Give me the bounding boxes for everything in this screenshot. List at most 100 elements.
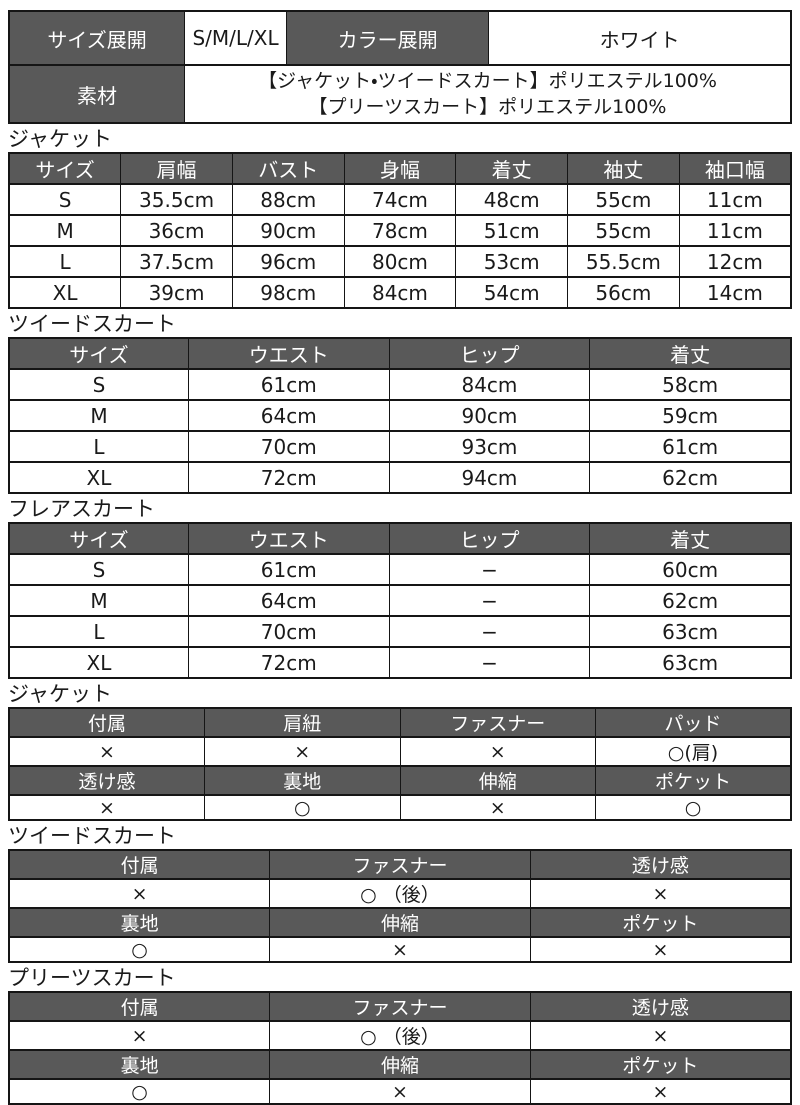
- table-header-row: 裏地 伸縮 ポケット: [8, 1049, 792, 1080]
- column-header: サイズ: [8, 522, 189, 555]
- size-cell: 72cm: [187, 646, 390, 679]
- size-cell: 72cm: [187, 461, 390, 494]
- size-cell: 11cm: [678, 214, 792, 247]
- spec-header: 付属: [8, 849, 271, 880]
- size-table-jacket: サイズ 肩幅 バスト 身幅 着丈 袖丈 袖口幅 S 35.5cm 88cm 74…: [8, 152, 792, 309]
- size-cell: 61cm: [187, 368, 390, 401]
- column-header: ヒップ: [388, 522, 591, 555]
- spec-value: ×: [269, 936, 531, 963]
- size-cell: 55cm: [567, 214, 680, 247]
- spec-header: 肩紐: [204, 707, 401, 738]
- size-cell: 36cm: [120, 214, 233, 247]
- material-label: 素材: [8, 64, 186, 124]
- table-header-row: 透け感 裏地 伸縮 ポケット: [8, 765, 792, 796]
- size-cell: M: [8, 399, 189, 432]
- size-cell: 88cm: [231, 183, 345, 216]
- table-row: L 70cm − 63cm: [8, 615, 792, 648]
- spec-header: 裏地: [8, 907, 271, 938]
- size-cell: 51cm: [455, 214, 569, 247]
- spec-value: ○: [204, 794, 401, 821]
- spec-table-jacket: 付属 肩紐 ファスナー パッド × × × ○(肩) 透け感 裏地 伸縮 ポケッ…: [8, 707, 792, 821]
- size-cell: S: [8, 368, 189, 401]
- size-cell: 93cm: [388, 430, 591, 463]
- table-row: × ○ （後） ×: [8, 1020, 792, 1051]
- size-cell: 64cm: [187, 584, 390, 617]
- size-cell: −: [388, 553, 591, 586]
- size-range-label: サイズ展開: [8, 10, 186, 66]
- size-cell: 59cm: [589, 399, 792, 432]
- column-header: サイズ: [8, 152, 122, 185]
- size-cell: 61cm: [589, 430, 792, 463]
- size-cell: −: [388, 584, 591, 617]
- spec-header: 透け感: [529, 991, 792, 1022]
- spec-header: 透け感: [529, 849, 792, 880]
- spec-header: ポケット: [595, 765, 792, 796]
- column-header: ヒップ: [388, 337, 591, 370]
- table-row: XL 39cm 98cm 84cm 54cm 56cm 14cm: [8, 276, 792, 309]
- size-cell: 90cm: [388, 399, 591, 432]
- spec-value: ×: [399, 736, 596, 767]
- spec-header: 伸縮: [269, 1049, 531, 1080]
- table-row: × ○ × ○: [8, 794, 792, 821]
- spec-value: ×: [529, 1078, 792, 1105]
- table-header-row: サイズ ウエスト ヒップ 着丈: [8, 522, 792, 555]
- table-header-row: 裏地 伸縮 ポケット: [8, 907, 792, 938]
- column-header: バスト: [231, 152, 345, 185]
- table-row: 素材 【ジャケット・ツイードスカート】ポリエステル100% 【プリーツスカート】…: [8, 64, 792, 124]
- size-cell: −: [388, 615, 591, 648]
- table-row: M 64cm − 62cm: [8, 584, 792, 617]
- column-header: 着丈: [589, 522, 792, 555]
- spec-value: ×: [399, 794, 596, 821]
- size-cell: 39cm: [120, 276, 233, 309]
- table-row: L 70cm 93cm 61cm: [8, 430, 792, 463]
- size-cell: 55cm: [567, 183, 680, 216]
- size-cell: 58cm: [589, 368, 792, 401]
- table-row: S 61cm 84cm 58cm: [8, 368, 792, 401]
- size-cell: 63cm: [589, 646, 792, 679]
- size-cell: 94cm: [388, 461, 591, 494]
- size-cell: 61cm: [187, 553, 390, 586]
- size-table-flare-skirt: サイズ ウエスト ヒップ 着丈 S 61cm − 60cm M 64cm − 6…: [8, 522, 792, 679]
- size-cell: XL: [8, 646, 189, 679]
- size-cell: 56cm: [567, 276, 680, 309]
- size-cell: XL: [8, 276, 122, 309]
- spec-header: ファスナー: [269, 849, 531, 880]
- section-title-pleats-skirt-specs: プリーツスカート: [8, 966, 176, 990]
- size-cell: −: [388, 646, 591, 679]
- size-cell: 84cm: [343, 276, 457, 309]
- size-cell: 70cm: [187, 430, 390, 463]
- spec-header: 付属: [8, 991, 271, 1022]
- section-title-flare-skirt-sizes: フレアスカート: [8, 497, 155, 521]
- section-title-tweed-skirt-specs: ツイードスカート: [8, 824, 176, 848]
- size-cell: 60cm: [589, 553, 792, 586]
- column-header: サイズ: [8, 337, 189, 370]
- table-row: XL 72cm 94cm 62cm: [8, 461, 792, 494]
- spec-value: ○: [595, 794, 792, 821]
- spec-value: ×: [8, 878, 271, 909]
- spec-table-tweed-skirt: 付属 ファスナー 透け感 × ○ （後） × 裏地 伸縮 ポケット ○ × ×: [8, 849, 792, 963]
- size-cell: 53cm: [455, 245, 569, 278]
- table-header-row: 付属 肩紐 ファスナー パッド: [8, 707, 792, 738]
- column-header: 身幅: [343, 152, 457, 185]
- spec-value: ×: [8, 1020, 271, 1051]
- spec-header: 付属: [8, 707, 205, 738]
- column-header: ウエスト: [187, 337, 390, 370]
- size-cell: 98cm: [231, 276, 345, 309]
- size-cell: 54cm: [455, 276, 569, 309]
- spec-value: ×: [529, 936, 792, 963]
- size-cell: 70cm: [187, 615, 390, 648]
- size-cell: 74cm: [343, 183, 457, 216]
- column-header: 袖口幅: [678, 152, 792, 185]
- spec-header: パッド: [595, 707, 792, 738]
- size-cell: 84cm: [388, 368, 591, 401]
- section-title-jacket-sizes: ジャケット: [8, 127, 112, 151]
- size-cell: 62cm: [589, 584, 792, 617]
- spec-value: ○(肩): [595, 736, 792, 767]
- size-cell: S: [8, 553, 189, 586]
- size-cell: 62cm: [589, 461, 792, 494]
- spec-value: ○: [8, 1078, 271, 1105]
- size-cell: L: [8, 245, 122, 278]
- spec-table-pleats-skirt: 付属 ファスナー 透け感 × ○ （後） × 裏地 伸縮 ポケット ○ × ×: [8, 991, 792, 1105]
- size-cell: 12cm: [678, 245, 792, 278]
